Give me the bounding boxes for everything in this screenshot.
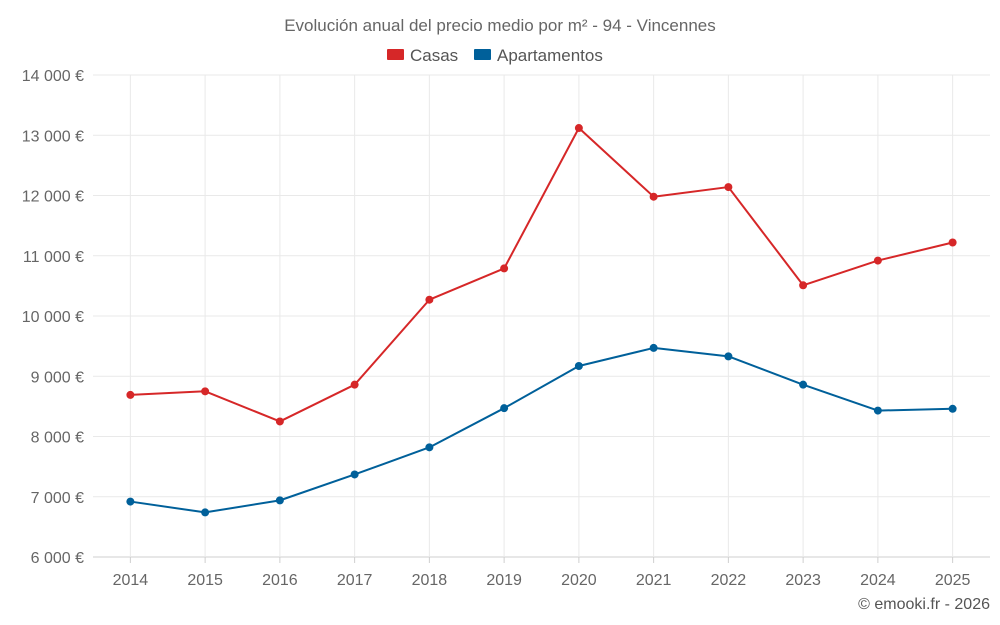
y-tick-label: 13 000 € [22,128,84,145]
data-point-casas[interactable] [724,183,733,192]
x-tick-label: 2021 [636,572,672,589]
legend-swatch-casas [387,49,404,60]
data-point-apartamentos[interactable] [126,497,135,506]
grid-lines [93,74,990,558]
x-tick-label: 2017 [337,572,373,589]
data-point-casas[interactable] [500,264,509,273]
data-point-casas[interactable] [201,387,210,396]
data-point-apartamentos[interactable] [201,508,210,517]
y-tick-label: 10 000 € [22,309,84,326]
chart-title: Evolución anual del precio medio por m² … [284,16,716,35]
data-point-casas[interactable] [425,295,434,304]
x-tick-label: 2019 [486,572,522,589]
data-point-apartamentos[interactable] [799,380,808,389]
x-tick-label: 2025 [935,572,971,589]
data-point-apartamentos[interactable] [948,404,957,413]
x-tick-label: 2016 [262,572,298,589]
data-point-casas[interactable] [275,417,284,426]
data-point-casas[interactable] [948,238,957,247]
series-group [126,124,957,517]
y-tick-label: 8 000 € [31,430,84,447]
data-point-casas[interactable] [649,192,658,201]
y-axis: 6 000 € 7 000 € 8 000 € 9 000 € 10 000 € 11 0… [22,68,84,567]
x-tick-label: 2022 [711,572,747,589]
data-point-casas[interactable] [799,281,808,290]
y-tick-label: 12 000 € [22,189,84,206]
data-point-casas[interactable] [873,256,882,265]
data-point-casas[interactable] [350,380,359,389]
y-tick-label: 6 000 € [31,550,84,567]
series-line-casas [130,127,953,423]
data-point-casas[interactable] [126,390,135,399]
legend: Casas Apartamentos [387,46,603,65]
x-tick-label: 2014 [113,572,149,589]
x-tick-label: 2024 [860,572,896,589]
y-tick-label: 9 000 € [31,369,84,386]
data-point-apartamentos[interactable] [724,352,733,361]
data-point-apartamentos[interactable] [350,470,359,479]
series-line-apartamentos [130,346,953,514]
data-point-casas[interactable] [574,124,583,133]
legend-label-casas[interactable]: Casas [410,46,458,65]
x-tick-label: 2015 [187,572,223,589]
data-point-apartamentos[interactable] [873,406,882,415]
y-tick-label: 11 000 € [23,249,84,266]
x-tick-label: 2018 [412,572,448,589]
data-point-apartamentos[interactable] [649,343,658,352]
x-tick-label: 2023 [785,572,821,589]
y-tick-label: 7 000 € [31,490,84,507]
data-point-apartamentos[interactable] [500,404,509,413]
credit-text: © emooki.fr - 2026 [858,596,990,613]
data-point-apartamentos[interactable] [275,496,284,505]
legend-swatch-apartamentos [474,49,491,60]
data-point-apartamentos[interactable] [574,362,583,371]
x-tick-label: 2020 [561,572,597,589]
y-tick-label: 14 000 € [22,68,84,85]
legend-label-apartamentos[interactable]: Apartamentos [497,46,603,65]
x-axis: 2014 2015 2016 2017 2018 2019 2020 2021 2022 2023… [113,557,971,589]
data-point-apartamentos[interactable] [425,443,434,452]
